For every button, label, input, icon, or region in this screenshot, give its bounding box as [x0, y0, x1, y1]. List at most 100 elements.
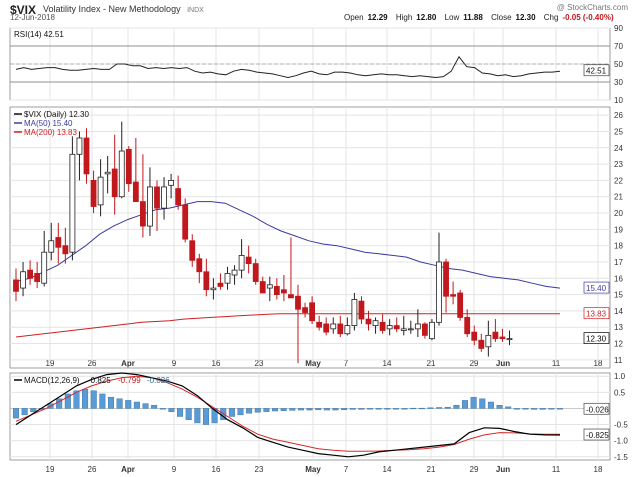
price-y-tick: 12 [614, 340, 623, 349]
macd-histogram-bar [496, 405, 503, 409]
macd-histogram-bar [505, 406, 512, 409]
candle-body [288, 294, 294, 299]
x-tick-label: 29 [470, 359, 479, 368]
macd-histogram-bar [142, 403, 149, 409]
macd-histogram-bar [557, 408, 564, 410]
macd-histogram-bar [90, 390, 97, 409]
macd-histogram-bar [159, 408, 166, 410]
macd-histogram-bar [332, 408, 339, 411]
rsi-y-tick: 50 [614, 60, 623, 69]
macd-histogram-bar [444, 406, 451, 409]
low-label: Low [444, 13, 460, 22]
ma200-legend: MA(200) 13.83 [24, 128, 77, 137]
x-tick-label: 23 [255, 465, 264, 474]
rsi-last-value-box [583, 64, 610, 77]
price-y-tick: 26 [614, 111, 623, 120]
macd-histogram-bar [73, 390, 80, 409]
price-y-tick: 21 [614, 193, 623, 202]
x-tick-label: 26 [88, 465, 97, 474]
candle-body [111, 168, 118, 198]
macd-histogram-bar [462, 400, 469, 409]
candle-body [485, 334, 492, 348]
candle-body [295, 295, 301, 310]
close-last-value-box [583, 332, 610, 344]
candle-body [125, 149, 132, 185]
candle-body [506, 338, 513, 341]
macd-y-tick: -0.5 [614, 421, 628, 430]
candle-body [436, 261, 442, 323]
macd-y-tick: -1.5 [614, 453, 628, 462]
macd-histogram-bar [237, 408, 244, 416]
histogram-legend-value: -0.026 [147, 376, 170, 385]
macd-histogram-bar [263, 408, 270, 412]
candle-body [471, 331, 478, 341]
candle-body [450, 294, 457, 297]
x-tick-label: 11 [552, 465, 561, 474]
x-tick-label: 14 [383, 465, 392, 474]
macd-last-box [583, 428, 610, 441]
price-y-tick: 25 [614, 127, 623, 136]
x-tick-label: Apr [121, 465, 135, 474]
ma50-last-value-box [583, 281, 610, 294]
candle-body [217, 282, 224, 287]
candle-body [393, 325, 400, 330]
candle-body [351, 299, 358, 326]
candle-body [309, 302, 316, 322]
ma50-line [15, 201, 561, 289]
security-full-name: Volatility Index - New Methodology [43, 4, 181, 14]
candle-body [358, 300, 365, 320]
x-tick-label: Apr [121, 359, 135, 368]
candle-body [147, 186, 153, 227]
macd-histogram-bar [323, 408, 330, 411]
macd-histogram-bar [384, 408, 391, 410]
stockcharts-watermark[interactable]: @ StockCharts.com [556, 3, 628, 12]
x-tick-label: May [305, 465, 321, 474]
chart-header: $VIX Volatility Index - New Methodology … [0, 0, 640, 24]
price-y-tick: 11 [614, 356, 623, 365]
macd-histogram-bar [349, 408, 356, 410]
candle-body [252, 263, 259, 282]
candle-body [316, 321, 323, 328]
candle-body [266, 284, 273, 289]
candle-body [161, 186, 167, 209]
x-tick-label: 9 [172, 359, 177, 368]
candle-body [421, 323, 428, 336]
candle-body [118, 150, 125, 198]
macd-histogram-bar [306, 408, 313, 411]
macd-histogram-bar [289, 408, 296, 411]
x-tick-label: 7 [344, 465, 349, 474]
candle-body [97, 176, 104, 206]
x-tick-label: 18 [594, 359, 603, 368]
x-tick-label: 18 [594, 465, 603, 474]
macd-y-tick: -1.0 [614, 437, 628, 446]
price-y-tick: 15 [614, 291, 623, 300]
price-y-tick: 19 [614, 225, 623, 234]
x-tick-label: 23 [255, 359, 264, 368]
rsi-line [15, 55, 561, 79]
macd-signal-line [15, 375, 560, 452]
macd-histogram-bar [548, 408, 555, 410]
macd-histogram-bar [358, 408, 365, 410]
macd-histogram-bar [168, 408, 175, 412]
macd-histogram-bar [453, 405, 460, 409]
macd-histogram-bar [531, 408, 538, 410]
candle-body [429, 321, 435, 340]
x-tick-label: Jun [496, 359, 510, 368]
candle-body [259, 281, 266, 294]
price-y-tick: 18 [614, 242, 623, 251]
macd-histogram-bar [410, 407, 417, 410]
exchange-label: INDX [187, 7, 204, 14]
macd-histogram-bar [487, 401, 494, 409]
macd-histogram-bar [99, 393, 106, 409]
macd-histogram-bar [116, 398, 123, 409]
macd-histogram-bar [341, 408, 348, 410]
symbol-label[interactable]: $VIX [10, 3, 37, 17]
macd-last-value: -0.825 [586, 431, 609, 440]
macd-histogram-bar [228, 408, 235, 417]
macd-histogram-bar [246, 408, 253, 414]
candle-body [457, 292, 464, 318]
macd-histogram-bar [151, 405, 158, 409]
ma200-last-value: 13.83 [586, 310, 607, 319]
signal-legend-value: -0.799 [118, 376, 141, 385]
